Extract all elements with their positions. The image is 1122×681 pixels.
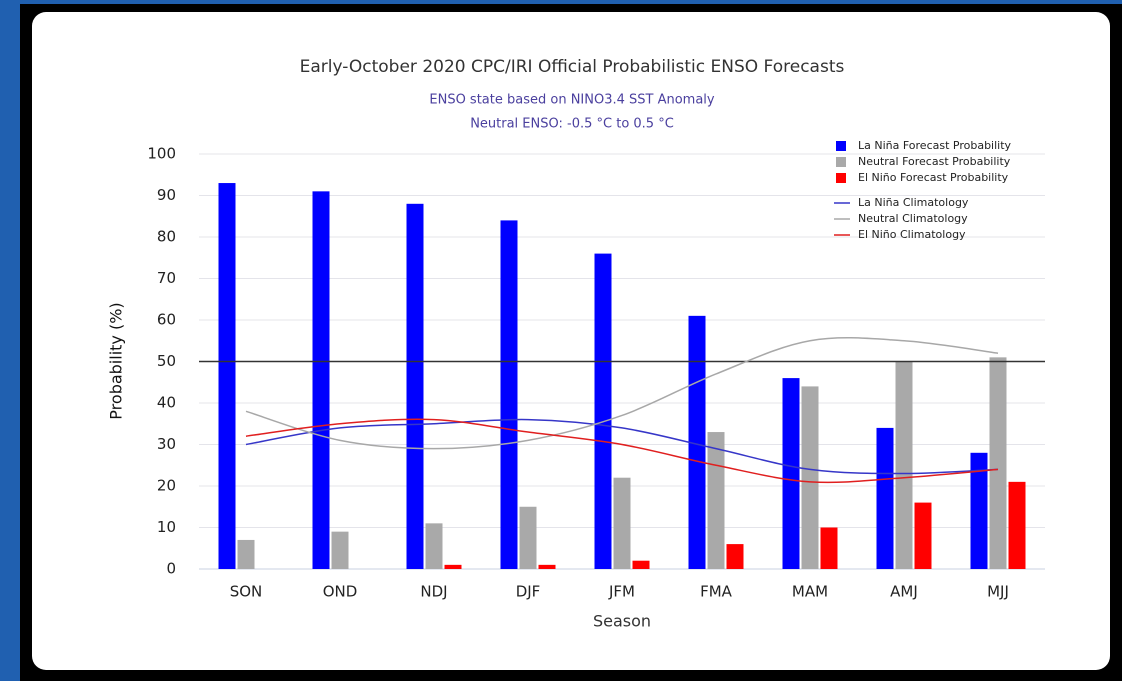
- bar: [331, 531, 349, 569]
- bar: [1008, 481, 1026, 569]
- bar: [237, 539, 255, 569]
- y-tick-label: 90: [157, 186, 176, 204]
- chart-title: Early-October 2020 CPC/IRI Official Prob…: [300, 57, 845, 77]
- bar: [820, 527, 838, 569]
- bar: [632, 560, 650, 569]
- bar: [538, 564, 556, 569]
- bar: [444, 564, 462, 569]
- legend-label: Neutral Forecast Probability: [858, 155, 1011, 168]
- y-tick-label: 0: [166, 560, 176, 578]
- bar: [312, 191, 330, 569]
- bar: [425, 523, 443, 569]
- y-tick-label: 80: [157, 228, 176, 246]
- bar: [726, 544, 744, 569]
- climatology-line: [245, 418, 999, 484]
- bar: [594, 253, 612, 569]
- x-tick-label: DJF: [516, 583, 541, 601]
- bar: [876, 427, 894, 569]
- legend-label: El Niño Climatology: [858, 228, 966, 241]
- y-tick-label: 20: [157, 477, 176, 495]
- legend-swatch: [836, 157, 846, 167]
- y-tick-label: 100: [147, 145, 176, 163]
- panel: [32, 12, 1110, 670]
- bar: [688, 315, 706, 569]
- x-tick-label: SON: [230, 583, 263, 601]
- bar: [914, 502, 932, 569]
- bar: [970, 452, 988, 569]
- y-tick-label: 50: [157, 352, 176, 370]
- bar: [500, 220, 518, 569]
- bar: [218, 183, 236, 570]
- legend-swatch: [836, 173, 846, 183]
- bar: [801, 386, 819, 569]
- x-tick-label: JFM: [608, 583, 635, 601]
- y-tick-label: 60: [157, 311, 176, 329]
- y-tick-label: 10: [157, 518, 176, 536]
- climatology-line: [245, 337, 999, 450]
- chart-subtitle: Neutral ENSO: -0.5 °C to 0.5 °C: [470, 117, 674, 132]
- bar: [989, 357, 1007, 569]
- bar: [895, 361, 913, 569]
- bar: [519, 506, 537, 569]
- legend-label: La Niña Forecast Probability: [858, 139, 1012, 152]
- x-axis-label: Season: [593, 612, 651, 631]
- legend-swatch: [836, 141, 846, 151]
- frame-edge: [0, 0, 20, 681]
- x-tick-label: MJJ: [987, 583, 1009, 601]
- legend-label: El Niño Forecast Probability: [858, 171, 1009, 184]
- bar: [613, 477, 631, 569]
- climatology-line: [245, 418, 999, 475]
- x-tick-label: FMA: [700, 583, 733, 601]
- frame-edge: [0, 0, 1122, 4]
- bar: [406, 203, 424, 570]
- y-tick-label: 40: [157, 394, 176, 412]
- bar: [782, 378, 800, 569]
- y-tick-label: 70: [157, 269, 176, 287]
- x-tick-label: AMJ: [890, 583, 918, 601]
- y-axis-label: Probability (%): [107, 302, 126, 419]
- x-tick-label: NDJ: [420, 583, 447, 601]
- y-tick-label: 30: [157, 435, 176, 453]
- x-tick-label: MAM: [792, 583, 828, 601]
- legend-label: La Niña Climatology: [858, 196, 969, 209]
- bar: [707, 432, 725, 569]
- legend-label: Neutral Climatology: [858, 212, 968, 225]
- x-tick-label: OND: [323, 583, 358, 601]
- chart-subtitle: ENSO state based on NINO3.4 SST Anomaly: [429, 93, 715, 108]
